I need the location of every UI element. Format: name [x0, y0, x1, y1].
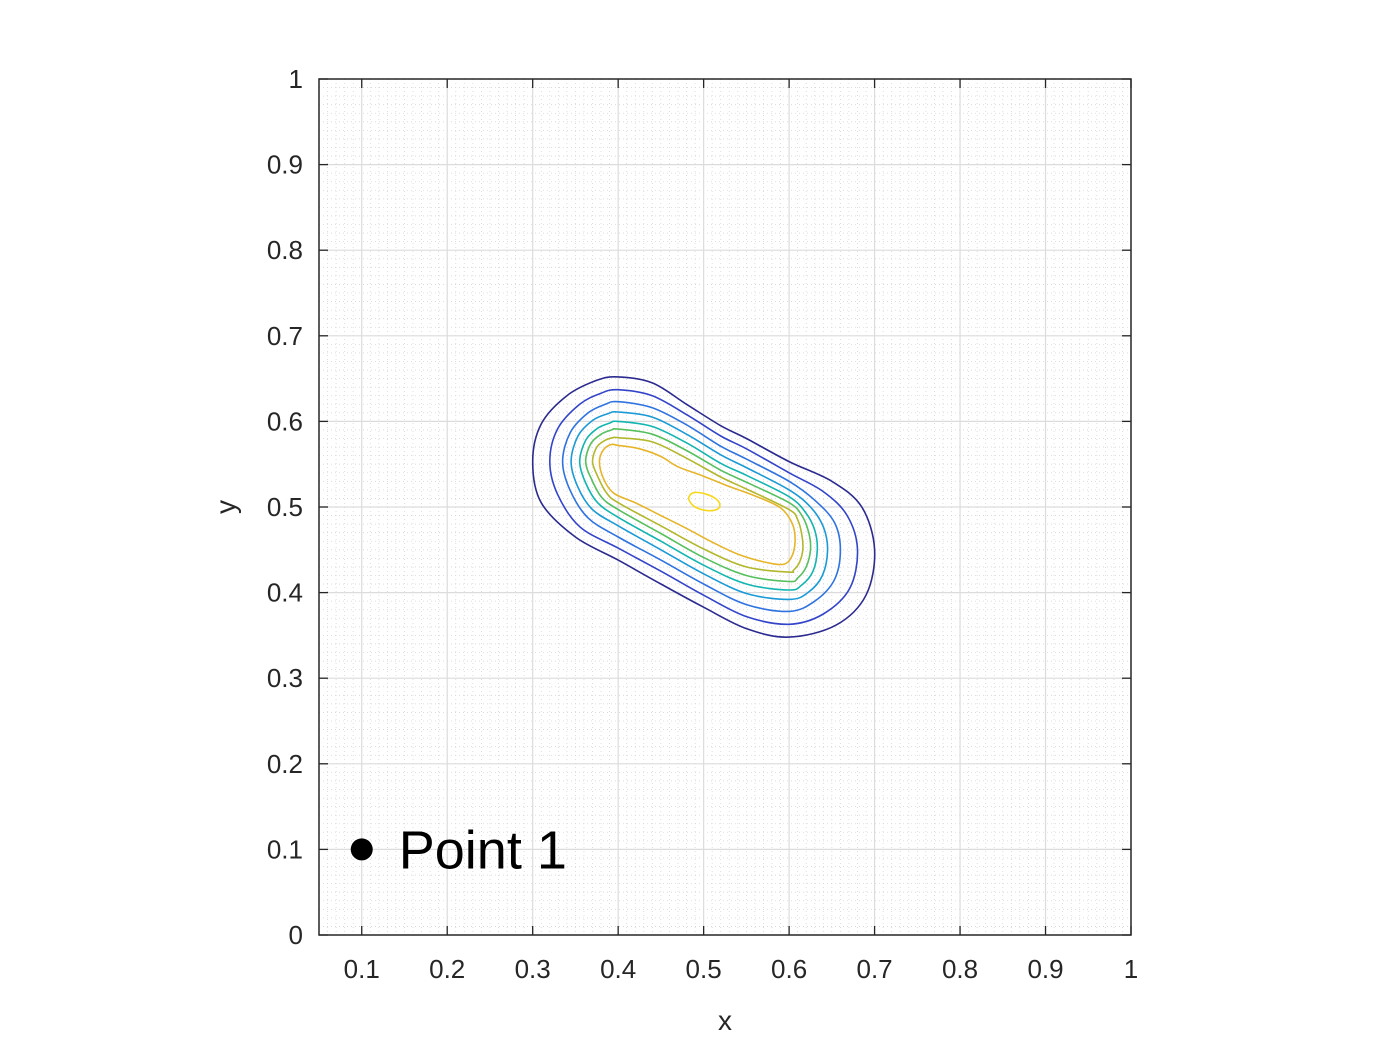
x-tick-label: 0.7	[857, 954, 893, 984]
contour-line-level-6	[584, 428, 812, 583]
y-tick-labels: 0 0.1 0.2 0.3 0.4 0.5 0.6 0.7 0.8 0.9 1	[267, 64, 303, 950]
point-markers: Point 1	[350, 820, 567, 880]
y-tick-label: 0.3	[267, 663, 303, 693]
x-tick-label: 1	[1124, 954, 1138, 984]
point-marker	[350, 838, 373, 861]
x-axis-label: x	[718, 1005, 732, 1036]
y-tick-label: 0.8	[267, 235, 303, 265]
axis-ticks	[319, 78, 1132, 936]
y-tick-label: 0.2	[267, 749, 303, 779]
x-tick-label: 0.4	[600, 954, 636, 984]
y-tick-label: 0.9	[267, 150, 303, 180]
x-tick-label: 0.9	[1027, 954, 1063, 984]
y-tick-label: 1	[289, 64, 303, 94]
y-tick-label: 0.6	[267, 406, 303, 436]
y-axis-label: y	[210, 500, 241, 514]
x-tick-label: 0.8	[942, 954, 978, 984]
x-tick-label: 0.5	[686, 954, 722, 984]
x-tick-labels: 0.1 0.2 0.3 0.4 0.5 0.6 0.7 0.8 0.9 1	[344, 954, 1139, 984]
point-label: Point 1	[399, 820, 567, 880]
y-tick-label: 0.5	[267, 492, 303, 522]
x-tick-label: 0.3	[515, 954, 551, 984]
contour-line-level-1	[531, 376, 876, 638]
contour-line-level-9	[687, 491, 721, 512]
y-tick-label: 0.7	[267, 321, 303, 351]
contour-line-level-2	[548, 388, 859, 626]
x-tick-label: 0.1	[344, 954, 380, 984]
contour-lines	[531, 376, 876, 638]
contour-line-level-8	[598, 443, 796, 566]
y-tick-label: 0.4	[267, 578, 303, 608]
contour-line-level-5	[578, 420, 819, 591]
major-grid	[319, 79, 1131, 935]
contour-line-level-3	[561, 400, 842, 613]
contour-line-level-7	[591, 436, 804, 574]
y-tick-label: 0.1	[267, 834, 303, 864]
x-tick-label: 0.2	[429, 954, 465, 984]
y-tick-label: 0	[289, 920, 303, 950]
x-tick-label: 0.6	[771, 954, 807, 984]
contour-line-level-4	[570, 411, 829, 601]
